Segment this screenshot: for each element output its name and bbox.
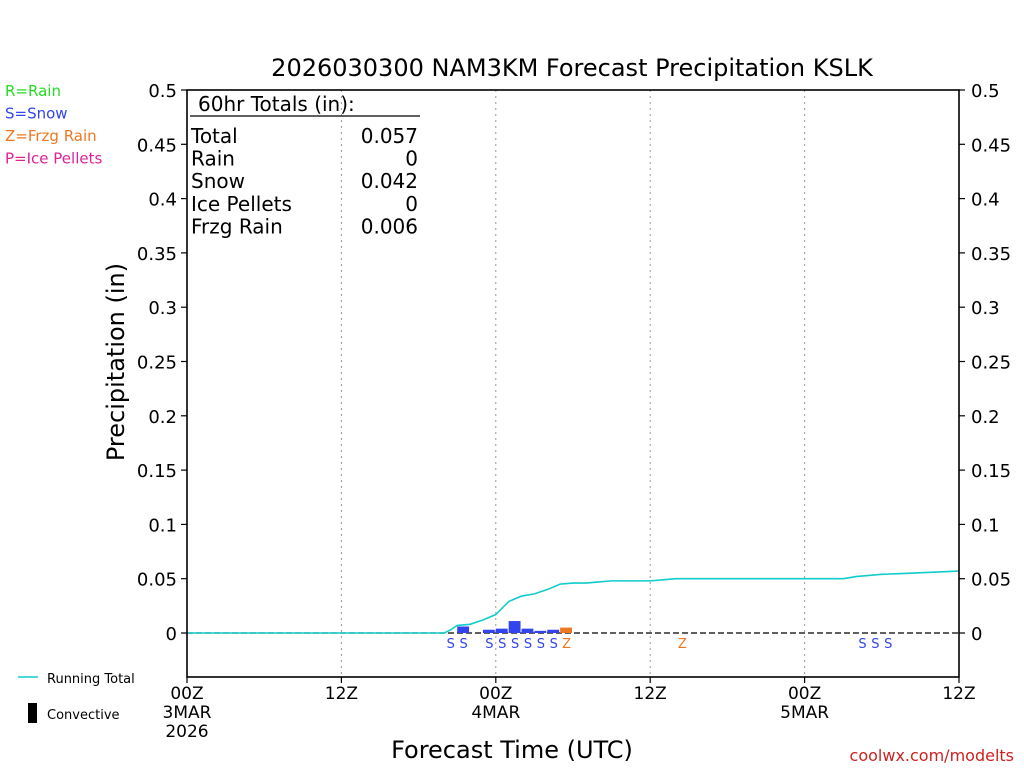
y-axis-left: 0 0.05 0.1 0.15 0.2 0.25 0.3 0.35 0.4 0.45 0.5 <box>137 81 187 645</box>
type-marker: S <box>447 637 455 652</box>
legend-type-item: R=Rain <box>5 82 61 100</box>
precip-bar <box>547 629 560 633</box>
y-tick-label-left: 0.35 <box>137 244 177 265</box>
type-marker: S <box>460 637 468 652</box>
x-tick-label: 4MAR <box>471 703 520 723</box>
y-tick-label-right: 0.15 <box>971 461 1011 482</box>
precip-bar <box>482 629 495 633</box>
x-tick-label: 5MAR <box>780 703 829 723</box>
y-tick-label-right: 0.25 <box>971 353 1011 374</box>
type-marker: S <box>524 637 532 652</box>
type-marker: S <box>498 637 506 652</box>
chart-title: 2026030300 NAM3KM Forecast Precipitation… <box>271 54 874 82</box>
y-axis-right: 0 0.05 0.1 0.15 0.2 0.25 0.3 0.35 0.4 0.45 0.5 <box>959 81 1011 645</box>
legend-type-item: S=Snow <box>5 105 68 123</box>
legend-line-label: Convective <box>47 708 120 723</box>
type-marker: Z <box>562 637 571 652</box>
totals-heading: 60hr Totals (in): <box>198 92 355 116</box>
y-tick-label-right: 0.4 <box>971 190 1000 211</box>
series-legend: Running Total Convective <box>18 672 135 723</box>
type-marker: S <box>858 637 866 652</box>
type-marker: S <box>537 637 545 652</box>
y-tick-label-right: 0 <box>971 624 982 645</box>
totals-label: Frzg Rain <box>191 214 283 238</box>
y-tick-label-right: 0.3 <box>971 298 1000 319</box>
gridlines <box>340 90 806 677</box>
x-tick-label: 2026 <box>165 722 208 742</box>
precip-bar <box>457 626 470 633</box>
y-tick-label-left: 0.25 <box>137 353 177 374</box>
y-tick-label-left: 0.45 <box>137 135 177 156</box>
y-tick-label-right: 0.45 <box>971 135 1011 156</box>
y-tick-label-left: 0.05 <box>137 570 177 591</box>
y-tick-label-left: 0.2 <box>148 407 177 428</box>
y-axis-label: Precipitation (in) <box>102 263 130 461</box>
legend-type-item: P=Ice Pellets <box>5 150 102 168</box>
precip-type-legend: R=Rain S=Snow Z=Frzg Rain P=Ice Pellets <box>5 82 102 168</box>
x-tick-label: 12Z <box>325 684 358 704</box>
y-tick-label-right: 0.2 <box>971 407 1000 428</box>
x-tick-label: 12Z <box>634 684 667 704</box>
totals-label: Total <box>190 124 238 148</box>
precip-bar <box>521 628 534 633</box>
totals-rows: Total 0.057 Rain 0 Snow 0.042 Ice Pellets 0 Frzg… <box>190 124 418 238</box>
x-tick-label: 00Z <box>788 684 821 704</box>
precip-bar <box>560 627 572 633</box>
y-tick-label-left: 0.3 <box>148 298 177 319</box>
y-tick-label-right: 0.5 <box>971 81 1000 102</box>
type-marker: S <box>871 637 879 652</box>
x-tick-label: 12Z <box>942 684 975 704</box>
type-marker: S <box>485 637 493 652</box>
y-tick-label-left: 0.4 <box>148 190 177 211</box>
totals-value: 0 <box>405 192 418 216</box>
y-tick-label-left: 0 <box>166 624 177 645</box>
precip-bar <box>508 621 521 633</box>
legend-type-item: Z=Frzg Rain <box>5 127 97 145</box>
totals-value: 0 <box>405 147 418 171</box>
y-tick-label-left: 0.5 <box>148 81 177 102</box>
precip-bar <box>495 628 508 633</box>
totals-box: 60hr Totals (in): Total 0.057 Rain 0 Snow 0.0… <box>190 92 420 238</box>
totals-value: 0.042 <box>361 169 418 193</box>
totals-label: Ice Pellets <box>191 192 292 216</box>
x-tick-label: 3MAR <box>163 703 212 723</box>
precip-bars <box>457 621 572 633</box>
x-tick-label: 00Z <box>170 684 203 704</box>
totals-value: 0.006 <box>361 214 418 238</box>
y-tick-label-left: 0.1 <box>148 515 177 536</box>
x-tick-label: 00Z <box>479 684 512 704</box>
y-tick-label-right: 0.1 <box>971 515 1000 536</box>
y-tick-label-right: 0.35 <box>971 244 1011 265</box>
x-axis-label: Forecast Time (UTC) <box>391 736 633 764</box>
type-marker: S <box>550 637 558 652</box>
totals-label: Snow <box>191 169 245 193</box>
totals-value: 0.057 <box>361 124 418 148</box>
type-marker: S <box>511 637 519 652</box>
credit-text: coolwx.com/modelts <box>850 746 1014 765</box>
running-total-line <box>187 570 960 634</box>
totals-label: Rain <box>191 147 235 171</box>
legend-bar-swatch <box>28 703 37 723</box>
y-tick-label-right: 0.05 <box>971 570 1011 591</box>
type-marker: Z <box>678 637 687 652</box>
type-marker: S <box>884 637 892 652</box>
legend-line-label: Running Total <box>47 672 135 687</box>
plot-frame <box>186 89 960 678</box>
y-tick-label-left: 0.15 <box>137 461 177 482</box>
precip-bar <box>534 630 547 633</box>
